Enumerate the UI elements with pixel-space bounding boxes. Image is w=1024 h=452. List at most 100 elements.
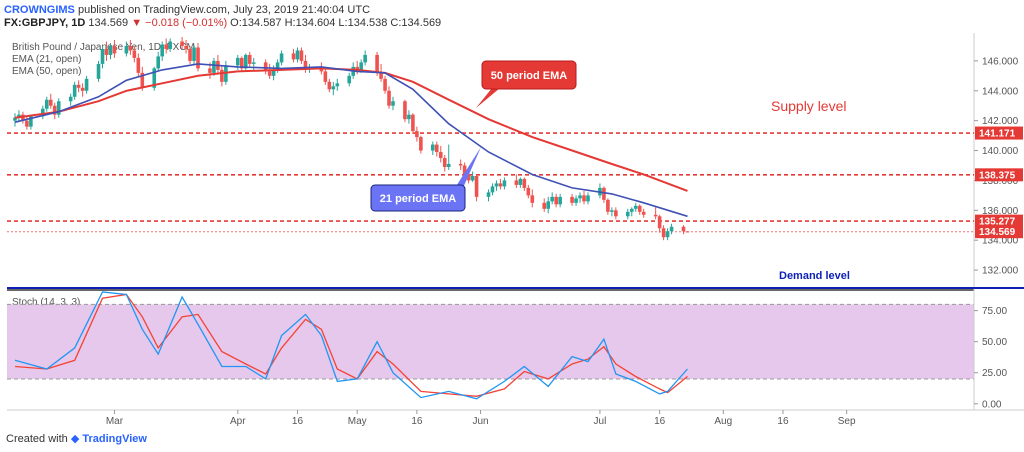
candle-body [570,196,574,203]
candle-body [299,50,304,61]
candle-body [419,137,423,151]
tradingview-brand[interactable]: TradingView [82,433,147,445]
stoch-tick-label: 50.00 [982,337,1007,348]
price-level-tag [975,225,1023,239]
time-tick-label: 16 [654,416,666,427]
candle-body [550,196,554,202]
stoch-tick-label: 25.00 [982,368,1007,379]
candle-body [498,183,503,187]
candle-body [665,231,670,238]
candle-body [335,83,340,87]
candle-body [212,60,216,73]
price-level-tag [975,168,1023,182]
candle-body [52,105,57,115]
down-arrow-icon: ▼ [131,17,143,29]
candle-body [271,69,276,76]
candle-body [56,101,61,115]
candle-body [526,187,531,196]
last-price: 134.569 [88,17,129,29]
ema50-callout-text: 50 period EMA [491,70,567,82]
candle-body [44,99,49,109]
candle-body [331,86,336,90]
candle-body [466,174,471,181]
candle-body [192,47,196,61]
candle-body [518,178,523,185]
candle-body [124,45,129,54]
candle-body [434,144,439,153]
candle-body [430,144,435,151]
candle-body [303,60,308,69]
candle-body [68,96,73,102]
candle-body [156,56,161,69]
candle-body [403,101,407,120]
candle-body [184,45,188,49]
candle-body [438,152,443,159]
candle-body [188,48,192,61]
candle-body [48,99,53,106]
candle-body [29,116,33,127]
publisher-name[interactable]: CROWNGIMS [4,4,75,16]
candle-body [84,78,89,91]
candle-body [387,90,391,106]
candle-body [379,72,383,79]
candle-body [220,69,224,82]
candle-body [657,216,662,229]
ema21-callout-box [370,184,466,212]
candle-body [629,208,634,212]
candle-body [80,87,85,91]
candle-body [407,114,411,120]
price-tick-label: 132.000 [982,266,1019,277]
demand-level-text: Demand level [779,270,850,282]
candle-body [13,117,17,121]
candle-body [96,63,101,79]
candle-body [522,178,527,188]
candle-body [614,210,618,217]
price-level-tag [975,214,1023,228]
candle-body [602,187,606,200]
candle-body [586,195,590,202]
candle-body [530,195,535,203]
candle-body [681,226,686,232]
footer: Created with ◆ TradingView [6,432,147,445]
candle-body [574,198,578,203]
candle-body [411,114,415,132]
candle-body [415,131,419,138]
stoch-pane-title: Stoch (14, 3, 3) [12,297,81,308]
candle-body [359,62,363,70]
candle-body [462,165,467,175]
candle-body [263,62,268,72]
candle-body [25,120,29,127]
time-tick-label: Jun [472,416,488,427]
candle-body [140,72,145,88]
time-tick-label: 16 [777,416,789,427]
legend-ema21: EMA (21, open) [12,54,82,65]
time-tick-label: Aug [714,416,732,427]
legend-ema50: EMA (50, open) [12,66,82,77]
time-tick-label: Apr [230,416,246,427]
stoch-k-line [14,291,688,400]
time-tick-label: Sep [838,416,856,427]
candle-body [606,199,610,212]
price-tick-label: 134.000 [982,236,1019,247]
candle-body [474,175,479,197]
candle-body [578,195,582,199]
ema50-callout-pointer [476,88,500,108]
time-tick-label: 16 [411,416,423,427]
created-with-text: Created with [6,433,68,445]
candle-body [295,50,300,60]
time-tick-label: 16 [292,416,304,427]
candle-body [136,57,141,73]
candle-body [494,183,499,187]
candle-body [625,211,630,217]
candle-body [383,78,387,91]
candle-body [104,48,109,55]
candle-body [267,71,272,76]
candle-body [168,41,172,49]
ema50-callout-box [481,60,577,90]
candle-body [247,54,252,64]
candle-body [112,45,117,54]
chart-header: CROWNGIMS published on TradingView.com, … [4,4,370,16]
candle-body [554,196,558,205]
candle-body [458,163,463,166]
